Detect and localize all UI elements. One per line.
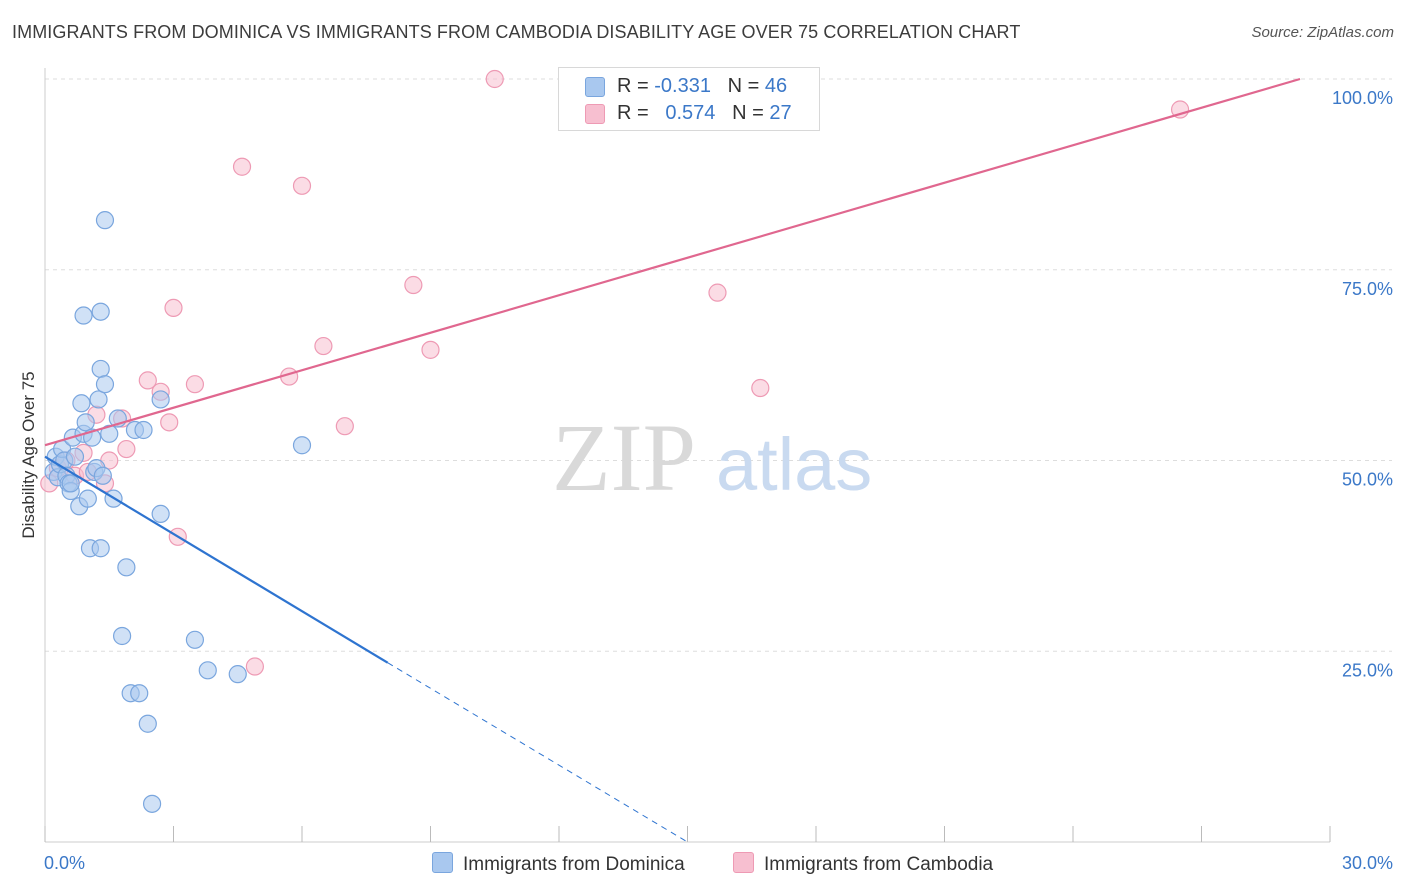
point-cambodia — [138, 371, 157, 390]
legend-n-label: N = — [732, 102, 770, 124]
point-dominica — [130, 684, 149, 703]
legend-n-label: N = — [727, 75, 765, 97]
point-cambodia — [485, 69, 504, 89]
point-cambodia — [421, 340, 440, 359]
point-dominica — [89, 390, 108, 409]
legend-n-value: 46 — [764, 75, 788, 97]
trend-line-cambodia — [44, 77, 1301, 447]
point-dominica — [91, 302, 110, 321]
legend-swatch-blue — [585, 77, 605, 97]
point-cambodia — [292, 176, 312, 195]
point-cambodia — [314, 336, 333, 356]
bottom-legend-label-dominica: Immigrants from Dominica — [463, 854, 685, 875]
watermark: ZIP atlas — [552, 404, 872, 511]
point-dominica — [228, 665, 247, 684]
y-tick-label: 50.0% — [1342, 470, 1393, 490]
correlation-legend: R = -0.331 N = 46 R = 0.574 N = 27 — [558, 67, 820, 131]
point-dominica — [134, 420, 153, 440]
point-cambodia — [245, 657, 264, 676]
point-dominica — [151, 504, 170, 524]
point-cambodia — [335, 417, 354, 436]
y-tick-label: 100.0% — [1332, 88, 1393, 108]
point-cambodia — [164, 298, 183, 317]
bottom-legend-swatch-pink — [733, 852, 754, 873]
point-cambodia — [232, 157, 252, 176]
point-dominica — [95, 211, 115, 230]
watermark-zip: ZIP — [552, 404, 696, 511]
axes — [44, 68, 1331, 843]
y-axis-label: Disability Age Over 75 — [19, 371, 38, 538]
point-dominica — [72, 394, 91, 413]
legend-text-cambodia: R = 0.574 N = 27 — [617, 102, 792, 125]
chart-title: IMMIGRANTS FROM DOMINICA VS IMMIGRANTS F… — [12, 22, 1021, 42]
point-dominica — [151, 390, 170, 409]
x-tick-label-max: 30.0% — [1342, 853, 1393, 873]
point-cambodia — [160, 413, 179, 432]
point-dominica — [185, 630, 205, 649]
point-dominica — [292, 436, 312, 455]
point-dominica — [142, 794, 162, 813]
legend-r-value: 0.574 — [665, 102, 716, 124]
point-dominica — [93, 466, 112, 485]
bottom-legend-dominica: Immigrants from Dominica — [432, 852, 685, 876]
watermark-atlas: atlas — [716, 423, 872, 506]
trend-lines — [44, 77, 1301, 843]
point-dominica — [138, 714, 157, 733]
point-dominica — [78, 489, 97, 508]
legend-n-value: 27 — [769, 102, 792, 124]
tick-labels: 25.0% 50.0% 75.0% 100.0% 0.0% 30.0% — [44, 88, 1393, 873]
point-dominica — [76, 413, 95, 432]
y-tick-label: 25.0% — [1342, 660, 1393, 680]
point-dominica — [112, 626, 132, 646]
point-dominica — [74, 306, 93, 325]
point-cambodia — [117, 439, 136, 459]
series-dominica-points — [44, 211, 312, 813]
point-dominica — [91, 359, 110, 379]
point-dominica — [198, 661, 217, 680]
point-dominica — [61, 474, 80, 493]
trend-line-dominica — [44, 455, 389, 664]
bottom-legend-label-cambodia: Immigrants from Cambodia — [764, 854, 994, 875]
bottom-legend-cambodia: Immigrants from Cambodia — [733, 852, 993, 876]
point-cambodia — [751, 378, 770, 398]
grid-lines — [45, 78, 1392, 652]
legend-r-value: -0.331 — [654, 75, 711, 97]
legend-text-dominica: R = -0.331 N = 46 — [617, 75, 787, 98]
source-label: Source: ZipAtlas.com — [1251, 24, 1394, 41]
x-tick-label-min: 0.0% — [44, 853, 85, 873]
legend-swatch-pink — [585, 104, 605, 124]
legend-r-label: R = — [617, 75, 655, 97]
point-cambodia — [185, 375, 205, 394]
point-dominica — [100, 424, 119, 443]
bottom-legend-swatch-blue — [432, 852, 453, 873]
legend-r-label: R = — [617, 102, 655, 124]
point-cambodia — [708, 283, 727, 302]
point-dominica — [95, 375, 115, 394]
point-dominica — [91, 539, 110, 558]
point-dominica — [65, 447, 85, 466]
y-tick-label: 75.0% — [1342, 279, 1393, 299]
trend-line-dominica-extension — [387, 662, 688, 843]
point-dominica — [117, 558, 136, 577]
point-cambodia — [404, 275, 423, 295]
